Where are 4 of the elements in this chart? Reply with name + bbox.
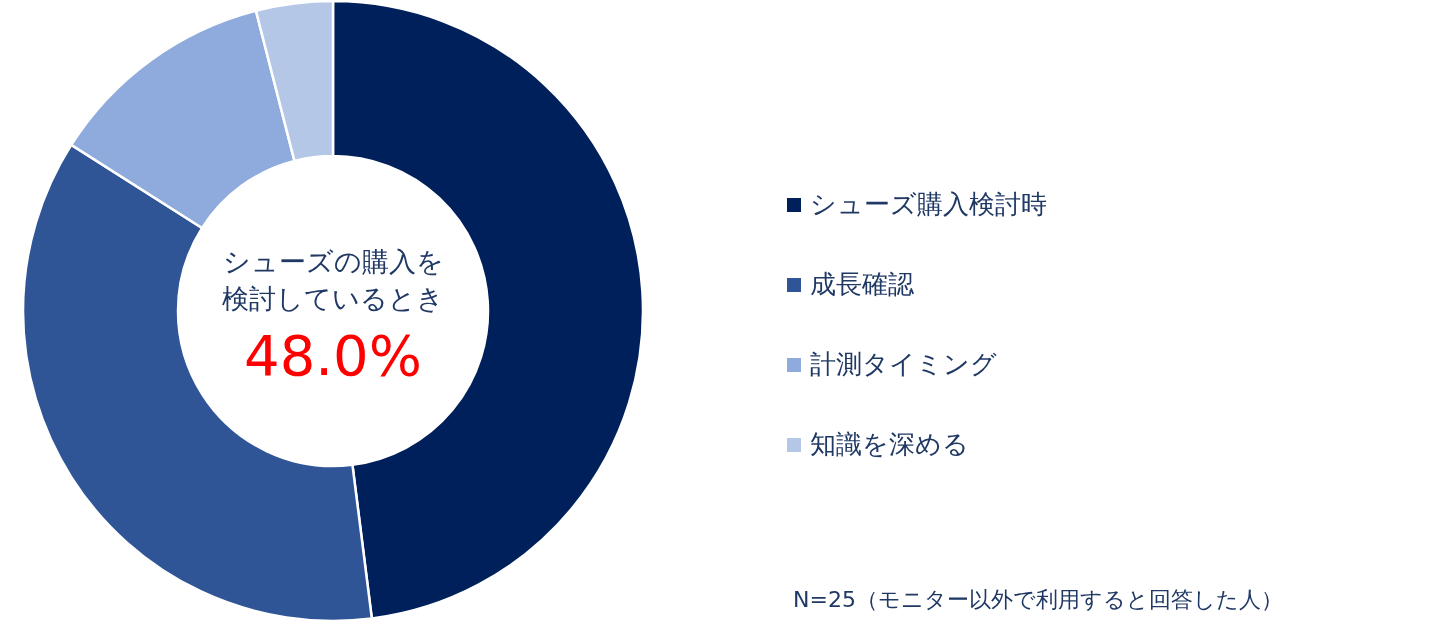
text: 48.0% — [244, 323, 422, 389]
text: シューズの購入を検討しているとき — [222, 245, 444, 314]
text: N=25（モニター以外で利用すると回答した人） — [793, 587, 1283, 612]
legend-label: 成長確認 — [810, 268, 914, 299]
